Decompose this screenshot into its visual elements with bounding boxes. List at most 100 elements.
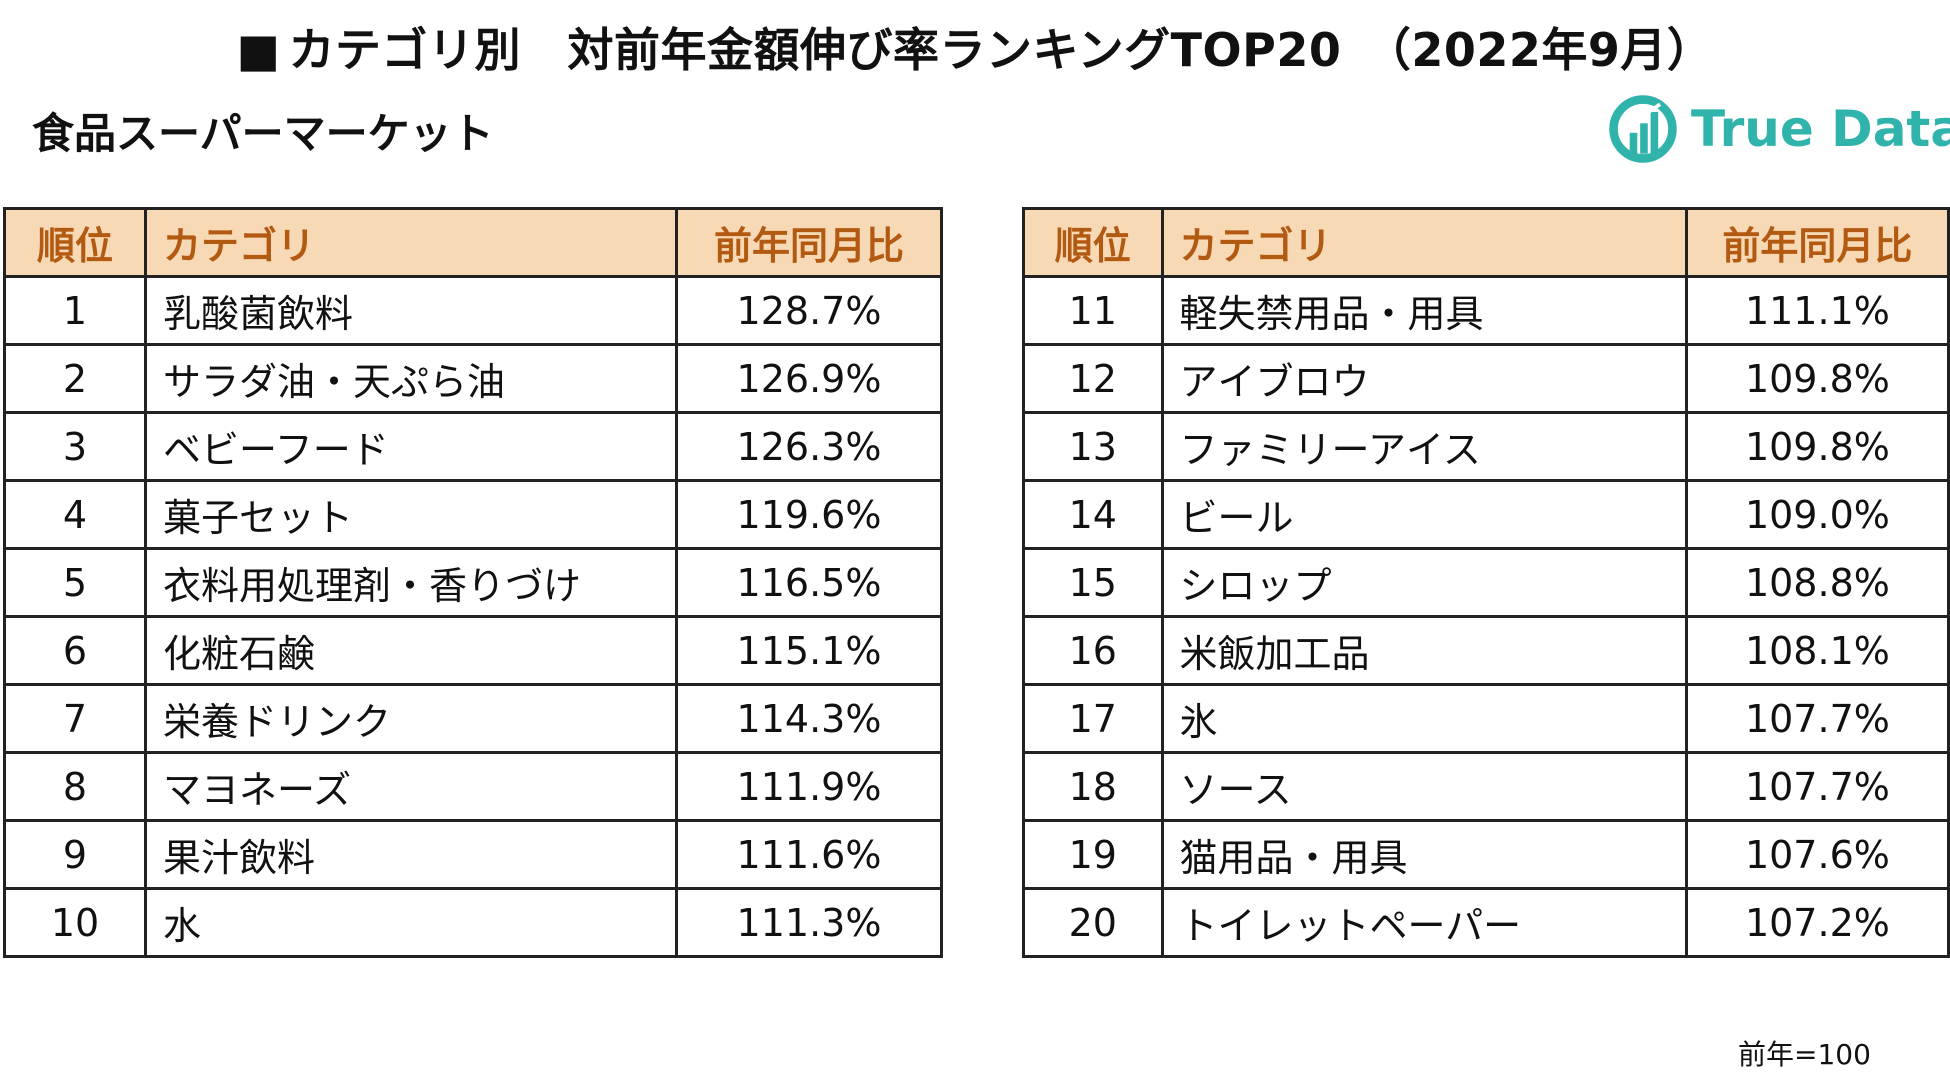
ranking-table-left: 順位 カテゴリ 前年同月比 1 乳酸菌飲料 128.7% 2 サラダ油・天ぷら油 126.… — [3, 207, 943, 958]
table-row: 19 猫用品・用具 107.6% — [1022, 819, 1950, 890]
table-row: 20 トイレットペーパー 107.2% — [1022, 887, 1950, 958]
table-row: 7 栄養ドリンク 114.3% — [3, 683, 943, 754]
column-header-yoy: 前年同月比 — [1684, 207, 1950, 278]
table-row: 5 衣料用処理剤・香りづけ 116.5% — [3, 547, 943, 618]
yoy-value-cell: 111.6% — [675, 819, 943, 890]
rank-cell: 15 — [1022, 547, 1164, 618]
category-cell: シロップ — [1160, 547, 1688, 618]
table-row: 15 シロップ 108.8% — [1022, 547, 1950, 618]
category-cell: 猫用品・用具 — [1160, 819, 1688, 890]
rank-cell: 7 — [3, 683, 147, 754]
rank-cell: 14 — [1022, 479, 1164, 550]
category-cell: 米飯加工品 — [1160, 615, 1688, 686]
category-cell: トイレットペーパー — [1160, 887, 1688, 958]
table-row: 6 化粧石鹸 115.1% — [3, 615, 943, 686]
rank-cell: 17 — [1022, 683, 1164, 754]
table-row: 11 軽失禁用品・用具 111.1% — [1022, 275, 1950, 346]
rank-cell: 8 — [3, 751, 147, 822]
ranking-table-right: 順位 カテゴリ 前年同月比 11 軽失禁用品・用具 111.1% 12 アイブロウ 109… — [1022, 207, 1950, 958]
yoy-value-cell: 107.7% — [1684, 683, 1950, 754]
rank-cell: 12 — [1022, 343, 1164, 414]
yoy-value-cell: 111.1% — [1684, 275, 1950, 346]
rank-cell: 9 — [3, 819, 147, 890]
rank-cell: 5 — [3, 547, 147, 618]
category-cell: サラダ油・天ぷら油 — [144, 343, 678, 414]
category-cell: 化粧石鹸 — [144, 615, 678, 686]
yoy-value-cell: 111.3% — [675, 887, 943, 958]
category-cell: 果汁飲料 — [144, 819, 678, 890]
category-cell: ベビーフード — [144, 411, 678, 482]
table-row: 1 乳酸菌飲料 128.7% — [3, 275, 943, 346]
ranking-table-left-body: 1 乳酸菌飲料 128.7% 2 サラダ油・天ぷら油 126.9% 3 ベビーフード 126.3… — [3, 275, 943, 958]
yoy-value-cell: 107.7% — [1684, 751, 1950, 822]
category-cell: 菓子セット — [144, 479, 678, 550]
category-cell: 水 — [144, 887, 678, 958]
yoy-value-cell: 115.1% — [675, 615, 943, 686]
rank-cell: 19 — [1022, 819, 1164, 890]
truedata-logo: True Data — [1605, 88, 1950, 170]
rank-cell: 4 — [3, 479, 147, 550]
ranking-table-right-body: 11 軽失禁用品・用具 111.1% 12 アイブロウ 109.8% 13 ファミリーアイス 1… — [1022, 275, 1950, 958]
yoy-value-cell: 109.0% — [1684, 479, 1950, 550]
yoy-value-cell: 114.3% — [675, 683, 943, 754]
table-row: 13 ファミリーアイス 109.8% — [1022, 411, 1950, 482]
category-cell: 氷 — [1160, 683, 1688, 754]
title-text: カテゴリ別 対前年金額伸び率ランキングTOP20 （2022年9月） — [288, 23, 1714, 77]
table-row: 17 氷 107.7% — [1022, 683, 1950, 754]
category-cell: アイブロウ — [1160, 343, 1688, 414]
yoy-value-cell: 107.2% — [1684, 887, 1950, 958]
yoy-value-cell: 126.3% — [675, 411, 943, 482]
truedata-logo-icon — [1609, 95, 1677, 163]
table-row: 9 果汁飲料 111.6% — [3, 819, 943, 890]
table-row: 12 アイブロウ 109.8% — [1022, 343, 1950, 414]
category-cell: ファミリーアイス — [1160, 411, 1688, 482]
yoy-value-cell: 108.8% — [1684, 547, 1950, 618]
yoy-value-cell: 108.1% — [1684, 615, 1950, 686]
rank-cell: 16 — [1022, 615, 1164, 686]
yoy-value-cell: 111.9% — [675, 751, 943, 822]
title-square-marker: ■ — [236, 23, 281, 77]
rank-cell: 1 — [3, 275, 147, 346]
table-row: 4 菓子セット 119.6% — [3, 479, 943, 550]
yoy-value-cell: 107.6% — [1684, 819, 1950, 890]
rank-cell: 6 — [3, 615, 147, 686]
yoy-value-cell: 119.6% — [675, 479, 943, 550]
table-header-row: 順位 カテゴリ 前年同月比 — [1022, 207, 1950, 278]
column-header-yoy: 前年同月比 — [675, 207, 943, 278]
table-row: 3 ベビーフード 126.3% — [3, 411, 943, 482]
category-cell: ビール — [1160, 479, 1688, 550]
category-cell: 栄養ドリンク — [144, 683, 678, 754]
yoy-value-cell: 109.8% — [1684, 411, 1950, 482]
column-header-rank: 順位 — [3, 207, 147, 278]
rank-cell: 11 — [1022, 275, 1164, 346]
yoy-value-cell: 128.7% — [675, 275, 943, 346]
category-cell: ソース — [1160, 751, 1688, 822]
rank-cell: 2 — [3, 343, 147, 414]
column-header-category: カテゴリ — [144, 207, 678, 278]
table-row: 14 ビール 109.0% — [1022, 479, 1950, 550]
category-cell: 乳酸菌飲料 — [144, 275, 678, 346]
footnote-baseline: 前年=100 — [1738, 1038, 1871, 1071]
column-header-category: カテゴリ — [1160, 207, 1688, 278]
rank-cell: 3 — [3, 411, 147, 482]
column-header-rank: 順位 — [1022, 207, 1164, 278]
table-header-row: 順位 カテゴリ 前年同月比 — [3, 207, 943, 278]
table-row: 18 ソース 107.7% — [1022, 751, 1950, 822]
rank-cell: 10 — [3, 887, 147, 958]
truedata-logo-text: True Data — [1691, 100, 1950, 158]
category-cell: マヨネーズ — [144, 751, 678, 822]
rank-cell: 18 — [1022, 751, 1164, 822]
rank-cell: 20 — [1022, 887, 1164, 958]
table-row: 16 米飯加工品 108.1% — [1022, 615, 1950, 686]
table-row: 8 マヨネーズ 111.9% — [3, 751, 943, 822]
yoy-value-cell: 116.5% — [675, 547, 943, 618]
page-subtitle: 食品スーパーマーケット — [32, 109, 494, 158]
rank-cell: 13 — [1022, 411, 1164, 482]
yoy-value-cell: 126.9% — [675, 343, 943, 414]
category-cell: 軽失禁用品・用具 — [1160, 275, 1688, 346]
category-cell: 衣料用処理剤・香りづけ — [144, 547, 678, 618]
page-title: ■ カテゴリ別 対前年金額伸び率ランキングTOP20 （2022年9月） — [0, 14, 1950, 80]
yoy-value-cell: 109.8% — [1684, 343, 1950, 414]
table-row: 10 水 111.3% — [3, 887, 943, 958]
table-row: 2 サラダ油・天ぷら油 126.9% — [3, 343, 943, 414]
